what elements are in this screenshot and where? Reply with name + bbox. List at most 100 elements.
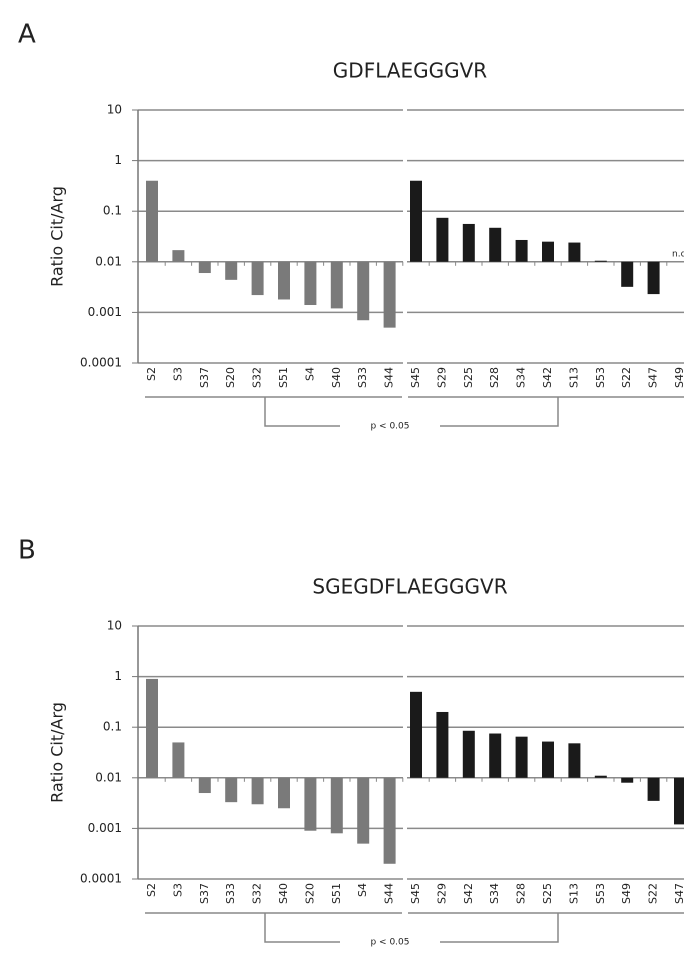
- significance-bracket: [264, 397, 559, 427]
- y-tick-label: 0.01: [95, 770, 122, 784]
- chart-title: SGEGDFLAEGGGVR: [312, 575, 507, 599]
- x-tick-label: S29: [435, 883, 448, 904]
- y-tick-label: 10: [107, 103, 122, 117]
- bar: [198, 777, 211, 794]
- y-tick-label: 1: [114, 153, 122, 167]
- panel-label: A: [18, 20, 36, 50]
- x-tick-label: S4: [303, 367, 316, 381]
- x-tick-label: S37: [198, 367, 211, 388]
- bar: [251, 261, 264, 296]
- x-tick-label: S13: [567, 367, 580, 388]
- bar: [515, 736, 528, 778]
- x-tick-label: S53: [594, 883, 607, 904]
- x-tick-label: S34: [515, 367, 528, 388]
- chart-title: GDFLAEGGGVR: [333, 59, 487, 83]
- x-tick-label: S28: [488, 367, 501, 388]
- x-tick-label: S40: [277, 883, 290, 904]
- bar: [304, 261, 317, 306]
- y-tick-label: 1: [114, 669, 122, 683]
- bar: [594, 260, 607, 262]
- x-tick-label: S20: [303, 883, 316, 904]
- bar: [489, 227, 502, 262]
- bar: [383, 261, 396, 328]
- bar: [647, 777, 660, 801]
- significance-bracket: [264, 913, 559, 943]
- x-tick-label: S13: [567, 883, 580, 904]
- bar: [278, 777, 290, 809]
- bar: [436, 711, 449, 778]
- x-tick-label: S51: [277, 367, 290, 388]
- bar: [383, 777, 396, 864]
- y-tick-label: 0.01: [95, 254, 122, 268]
- x-tick-label: S2: [145, 883, 158, 897]
- x-tick-label: S33: [356, 367, 369, 388]
- x-tick-label: S3: [171, 367, 184, 381]
- bar: [621, 261, 634, 287]
- x-tick-label: S53: [594, 367, 607, 388]
- bar: [568, 743, 581, 778]
- x-tick-label: S49: [620, 883, 633, 904]
- bar: [462, 730, 475, 778]
- bar: [357, 777, 370, 844]
- x-tick-label: S32: [251, 367, 264, 388]
- x-tick-label: S25: [541, 883, 554, 904]
- x-tick-label: S4: [356, 883, 369, 897]
- bar: [410, 180, 422, 262]
- bar: [225, 777, 238, 803]
- bar: [278, 261, 290, 300]
- y-tick-label: 0.001: [88, 821, 122, 835]
- x-tick-label: S22: [620, 367, 633, 388]
- bar: [251, 777, 264, 805]
- y-axis-label: Ratio Cit/Arg: [48, 702, 67, 803]
- x-tick-label: S28: [515, 883, 528, 904]
- bar: [146, 180, 158, 262]
- x-tick-label: S42: [541, 367, 554, 388]
- y-tick-label: 10: [107, 619, 122, 633]
- y-tick-label: 0.0001: [80, 872, 122, 886]
- bar: [594, 775, 607, 778]
- bar: [304, 777, 317, 831]
- x-tick-label: S33: [224, 883, 237, 904]
- y-tick-label: 0.001: [88, 305, 122, 319]
- bracket-label: p < 0.05: [370, 422, 409, 432]
- x-tick-label: S34: [488, 883, 501, 904]
- x-tick-label: S47: [647, 367, 660, 388]
- x-tick-label: S2: [145, 367, 158, 381]
- x-tick-label: S29: [435, 367, 448, 388]
- bar: [357, 261, 370, 321]
- x-tick-label: S51: [330, 883, 343, 904]
- panel-label: B: [18, 536, 36, 566]
- bar: [515, 239, 528, 262]
- x-tick-label: S40: [330, 367, 343, 388]
- bar: [225, 261, 238, 280]
- bar: [198, 261, 211, 274]
- bar: [330, 777, 343, 834]
- bar: [146, 678, 158, 778]
- bar: [436, 217, 449, 262]
- group-divider: [403, 108, 407, 365]
- y-tick-label: 0.1: [103, 204, 122, 218]
- y-tick-label: 0.0001: [80, 356, 122, 370]
- x-tick-label: S32: [251, 883, 264, 904]
- bracket-label: p < 0.05: [370, 938, 409, 948]
- x-tick-label: S20: [224, 367, 237, 388]
- x-tick-label: S37: [198, 883, 211, 904]
- bar: [462, 223, 475, 262]
- x-tick-label: S44: [383, 883, 396, 904]
- bar: [172, 250, 185, 262]
- x-tick-label: S44: [383, 367, 396, 388]
- x-tick-label: S25: [462, 367, 475, 388]
- bar: [410, 691, 422, 778]
- bar: [568, 242, 581, 262]
- x-tick-label: S22: [647, 883, 660, 904]
- bar: [674, 777, 684, 825]
- x-tick-label: S49: [673, 367, 684, 388]
- bar: [647, 261, 660, 295]
- bar: [489, 733, 502, 778]
- bar: [172, 742, 185, 778]
- x-tick-label: S45: [409, 883, 422, 904]
- group-divider: [403, 624, 407, 881]
- bar: [542, 241, 554, 262]
